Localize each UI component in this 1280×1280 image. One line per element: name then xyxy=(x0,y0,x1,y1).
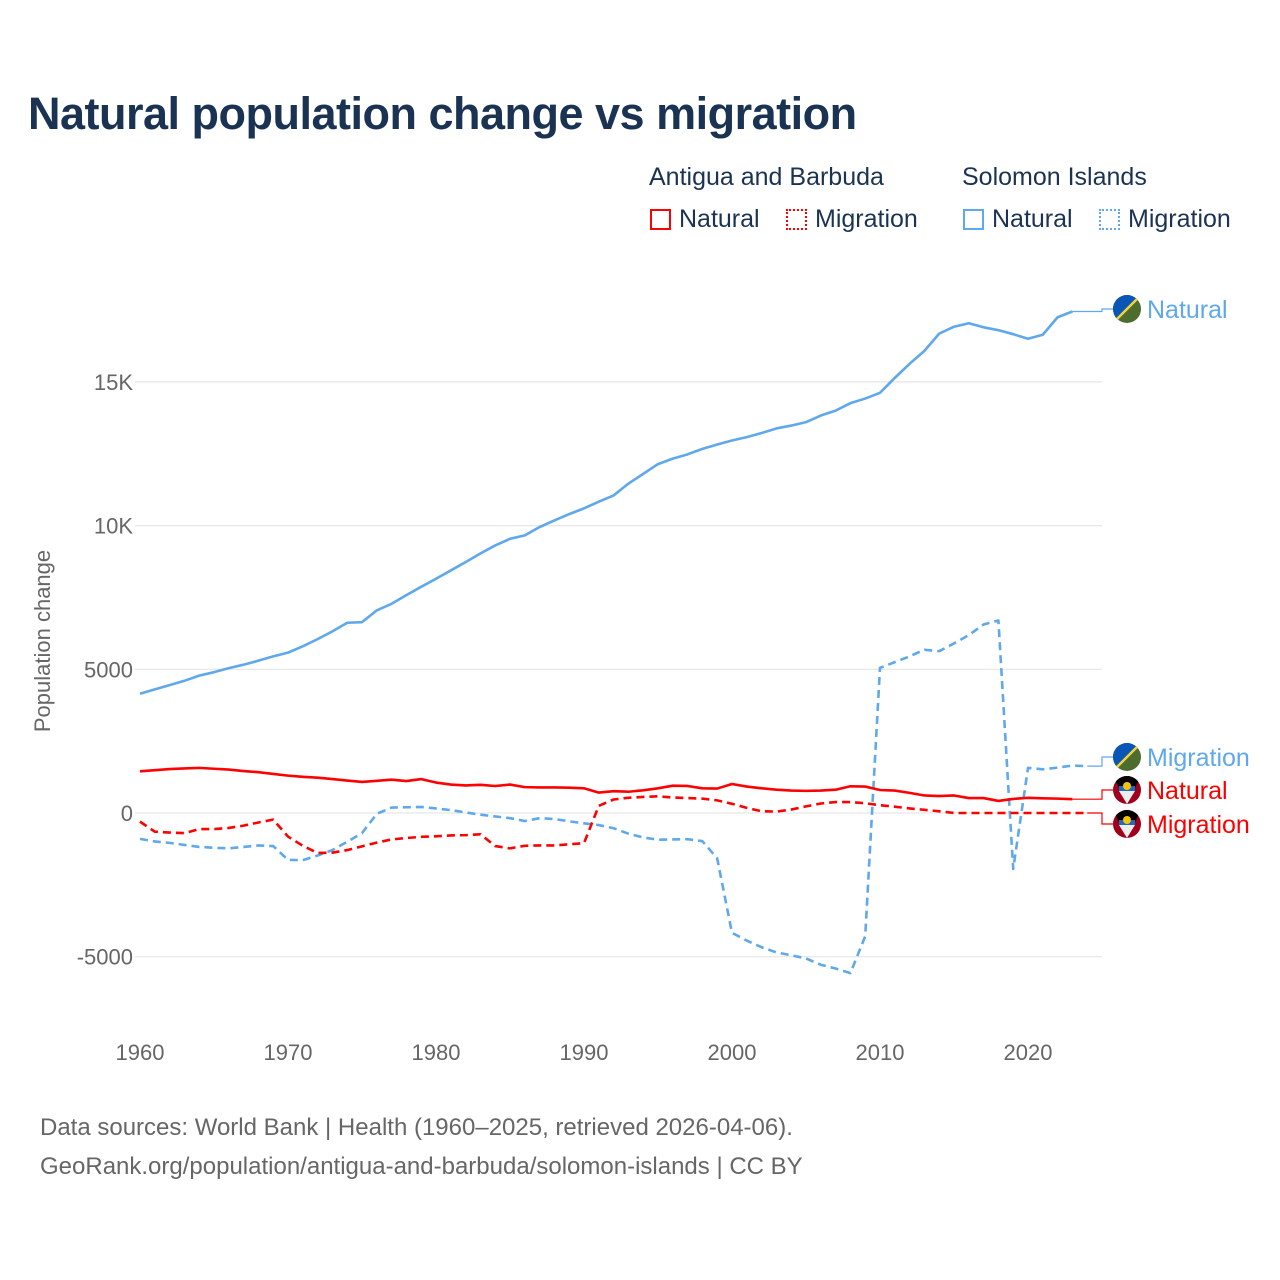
flag-body xyxy=(1113,776,1141,804)
flag-body xyxy=(1113,743,1141,771)
flag-stripe xyxy=(1113,295,1141,323)
series-end-label: Migration xyxy=(1147,811,1250,839)
flag-sun xyxy=(1123,816,1131,824)
x-tick-label: 1970 xyxy=(264,1040,313,1065)
flag-body xyxy=(1113,810,1141,838)
legend-swatch-solid xyxy=(650,209,671,230)
flag-white xyxy=(1119,825,1135,838)
flag-body xyxy=(1113,295,1141,323)
legend-label: Migration xyxy=(1128,205,1231,233)
x-tick-label: 1990 xyxy=(560,1040,609,1065)
legend-group-antigua: Antigua and Barbuda xyxy=(649,163,884,191)
legend-solomon-migration[interactable]: Migration xyxy=(1099,205,1231,234)
series-line xyxy=(139,310,1073,695)
y-tick-label: 15K xyxy=(94,370,133,395)
legend-solomon-natural[interactable]: Natural xyxy=(963,205,1073,234)
legend-swatch-solid xyxy=(963,209,984,230)
flag-sun xyxy=(1123,782,1131,790)
y-tick-label: -5000 xyxy=(77,945,133,970)
legend-label: Migration xyxy=(815,205,918,233)
solomon-flag-icon xyxy=(1113,295,1141,323)
series-line xyxy=(139,619,1088,975)
y-tick-label: 10K xyxy=(94,514,133,539)
legend-swatch-dotted xyxy=(786,209,807,230)
source-line: Data sources: World Bank | Health (1960–… xyxy=(40,1114,793,1141)
y-axis-label: Population change xyxy=(30,550,55,732)
series-line xyxy=(139,795,1088,855)
legend-swatch-dotted xyxy=(1099,209,1120,230)
x-tick-label: 2010 xyxy=(856,1040,905,1065)
source-link[interactable]: GeoRank.org/population/antigua-and-barbu… xyxy=(40,1153,803,1180)
x-tick-label: 1980 xyxy=(412,1040,461,1065)
chart-title: Natural population change vs migration xyxy=(28,88,857,139)
label-connector xyxy=(1087,756,1113,767)
label-connector xyxy=(1072,789,1113,800)
y-tick-label: 0 xyxy=(121,801,133,826)
label-connector xyxy=(1087,812,1113,825)
legend-antigua-natural[interactable]: Natural xyxy=(650,205,760,234)
y-tick-label: 5000 xyxy=(84,657,133,682)
solomon-flag-icon xyxy=(1113,743,1141,771)
series-end-label: Natural xyxy=(1147,296,1228,324)
x-tick-label: 1960 xyxy=(116,1040,165,1065)
antigua-flag-icon xyxy=(1113,810,1141,838)
legend-label: Natural xyxy=(992,205,1073,233)
legend-group-solomon: Solomon Islands xyxy=(962,163,1147,191)
series-end-label: Natural xyxy=(1147,777,1228,805)
series-end-label: Migration xyxy=(1147,744,1250,772)
flag-stripe xyxy=(1113,743,1141,771)
legend-antigua-migration[interactable]: Migration xyxy=(786,205,918,234)
legend-label: Natural xyxy=(679,205,760,233)
x-tick-label: 2020 xyxy=(1004,1040,1053,1065)
flag-white xyxy=(1119,791,1135,804)
source-note: Data sources: World Bank | Health (1960–… xyxy=(40,1108,803,1186)
label-connector xyxy=(1072,308,1113,313)
series-line xyxy=(139,766,1073,803)
x-tick-label: 2000 xyxy=(708,1040,757,1065)
antigua-flag-icon xyxy=(1113,776,1141,804)
